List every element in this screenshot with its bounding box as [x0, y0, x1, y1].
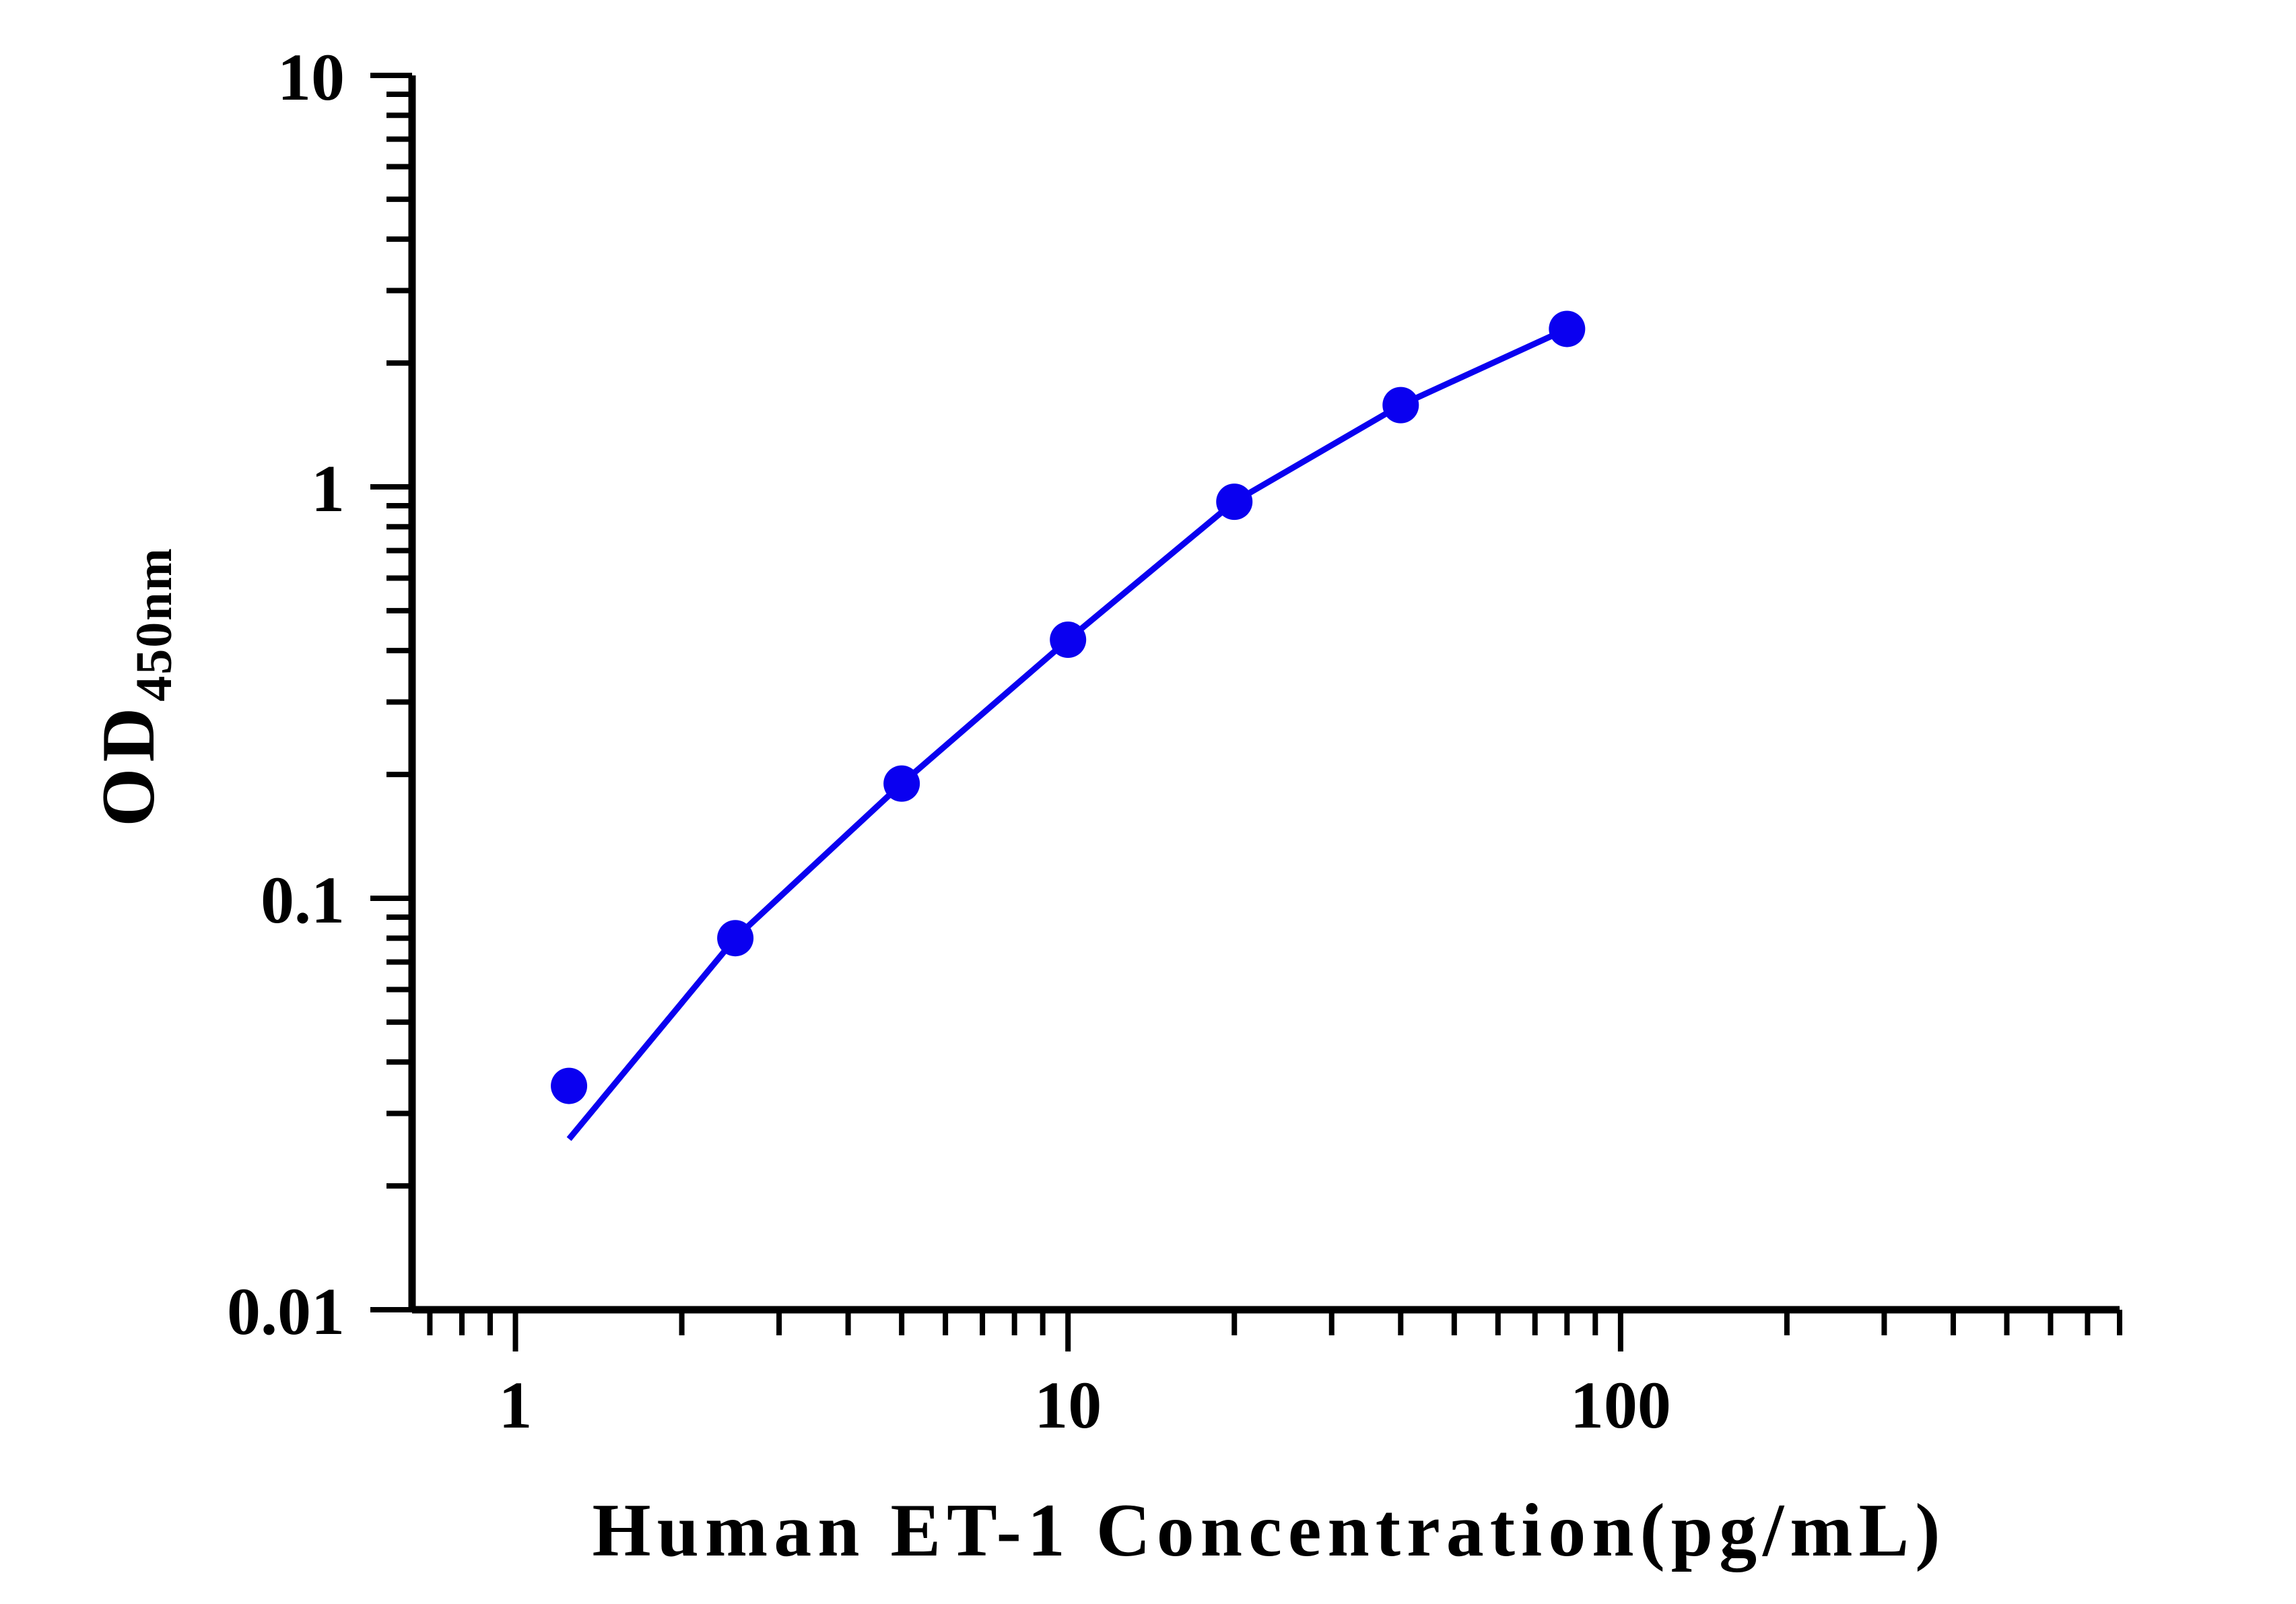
y-tick-label: 0.1	[261, 863, 345, 937]
x-axis-title: Human ET-1 Concentration(pg/mL)	[592, 1489, 1946, 1572]
fit-curve-layer	[566, 326, 1569, 1141]
data-point	[883, 765, 920, 802]
data-point	[1216, 483, 1253, 521]
axis-labels: 1 10 100 0.01 0.1 1 10	[227, 40, 1671, 1442]
data-points	[551, 310, 1586, 1104]
x-tick-label: 100	[1570, 1368, 1671, 1442]
y-axis-title: OD450nm	[87, 547, 182, 827]
data-point	[551, 1067, 588, 1104]
fit-curve-line	[566, 326, 1569, 1141]
y-tick-label: 10	[277, 40, 345, 114]
y-axis-title-main: OD	[87, 702, 170, 827]
y-tick-label: 1	[311, 451, 345, 526]
x-tick-label: 10	[1034, 1368, 1102, 1442]
data-point	[1050, 622, 1087, 659]
y-axis-title-subscript: 450nm	[126, 547, 182, 702]
data-point	[717, 920, 754, 957]
data-point	[1549, 310, 1586, 347]
y-tick-label: 0.01	[227, 1274, 345, 1349]
data-point	[1382, 387, 1419, 424]
x-tick-label: 1	[499, 1368, 533, 1442]
axes	[370, 73, 2122, 1351]
